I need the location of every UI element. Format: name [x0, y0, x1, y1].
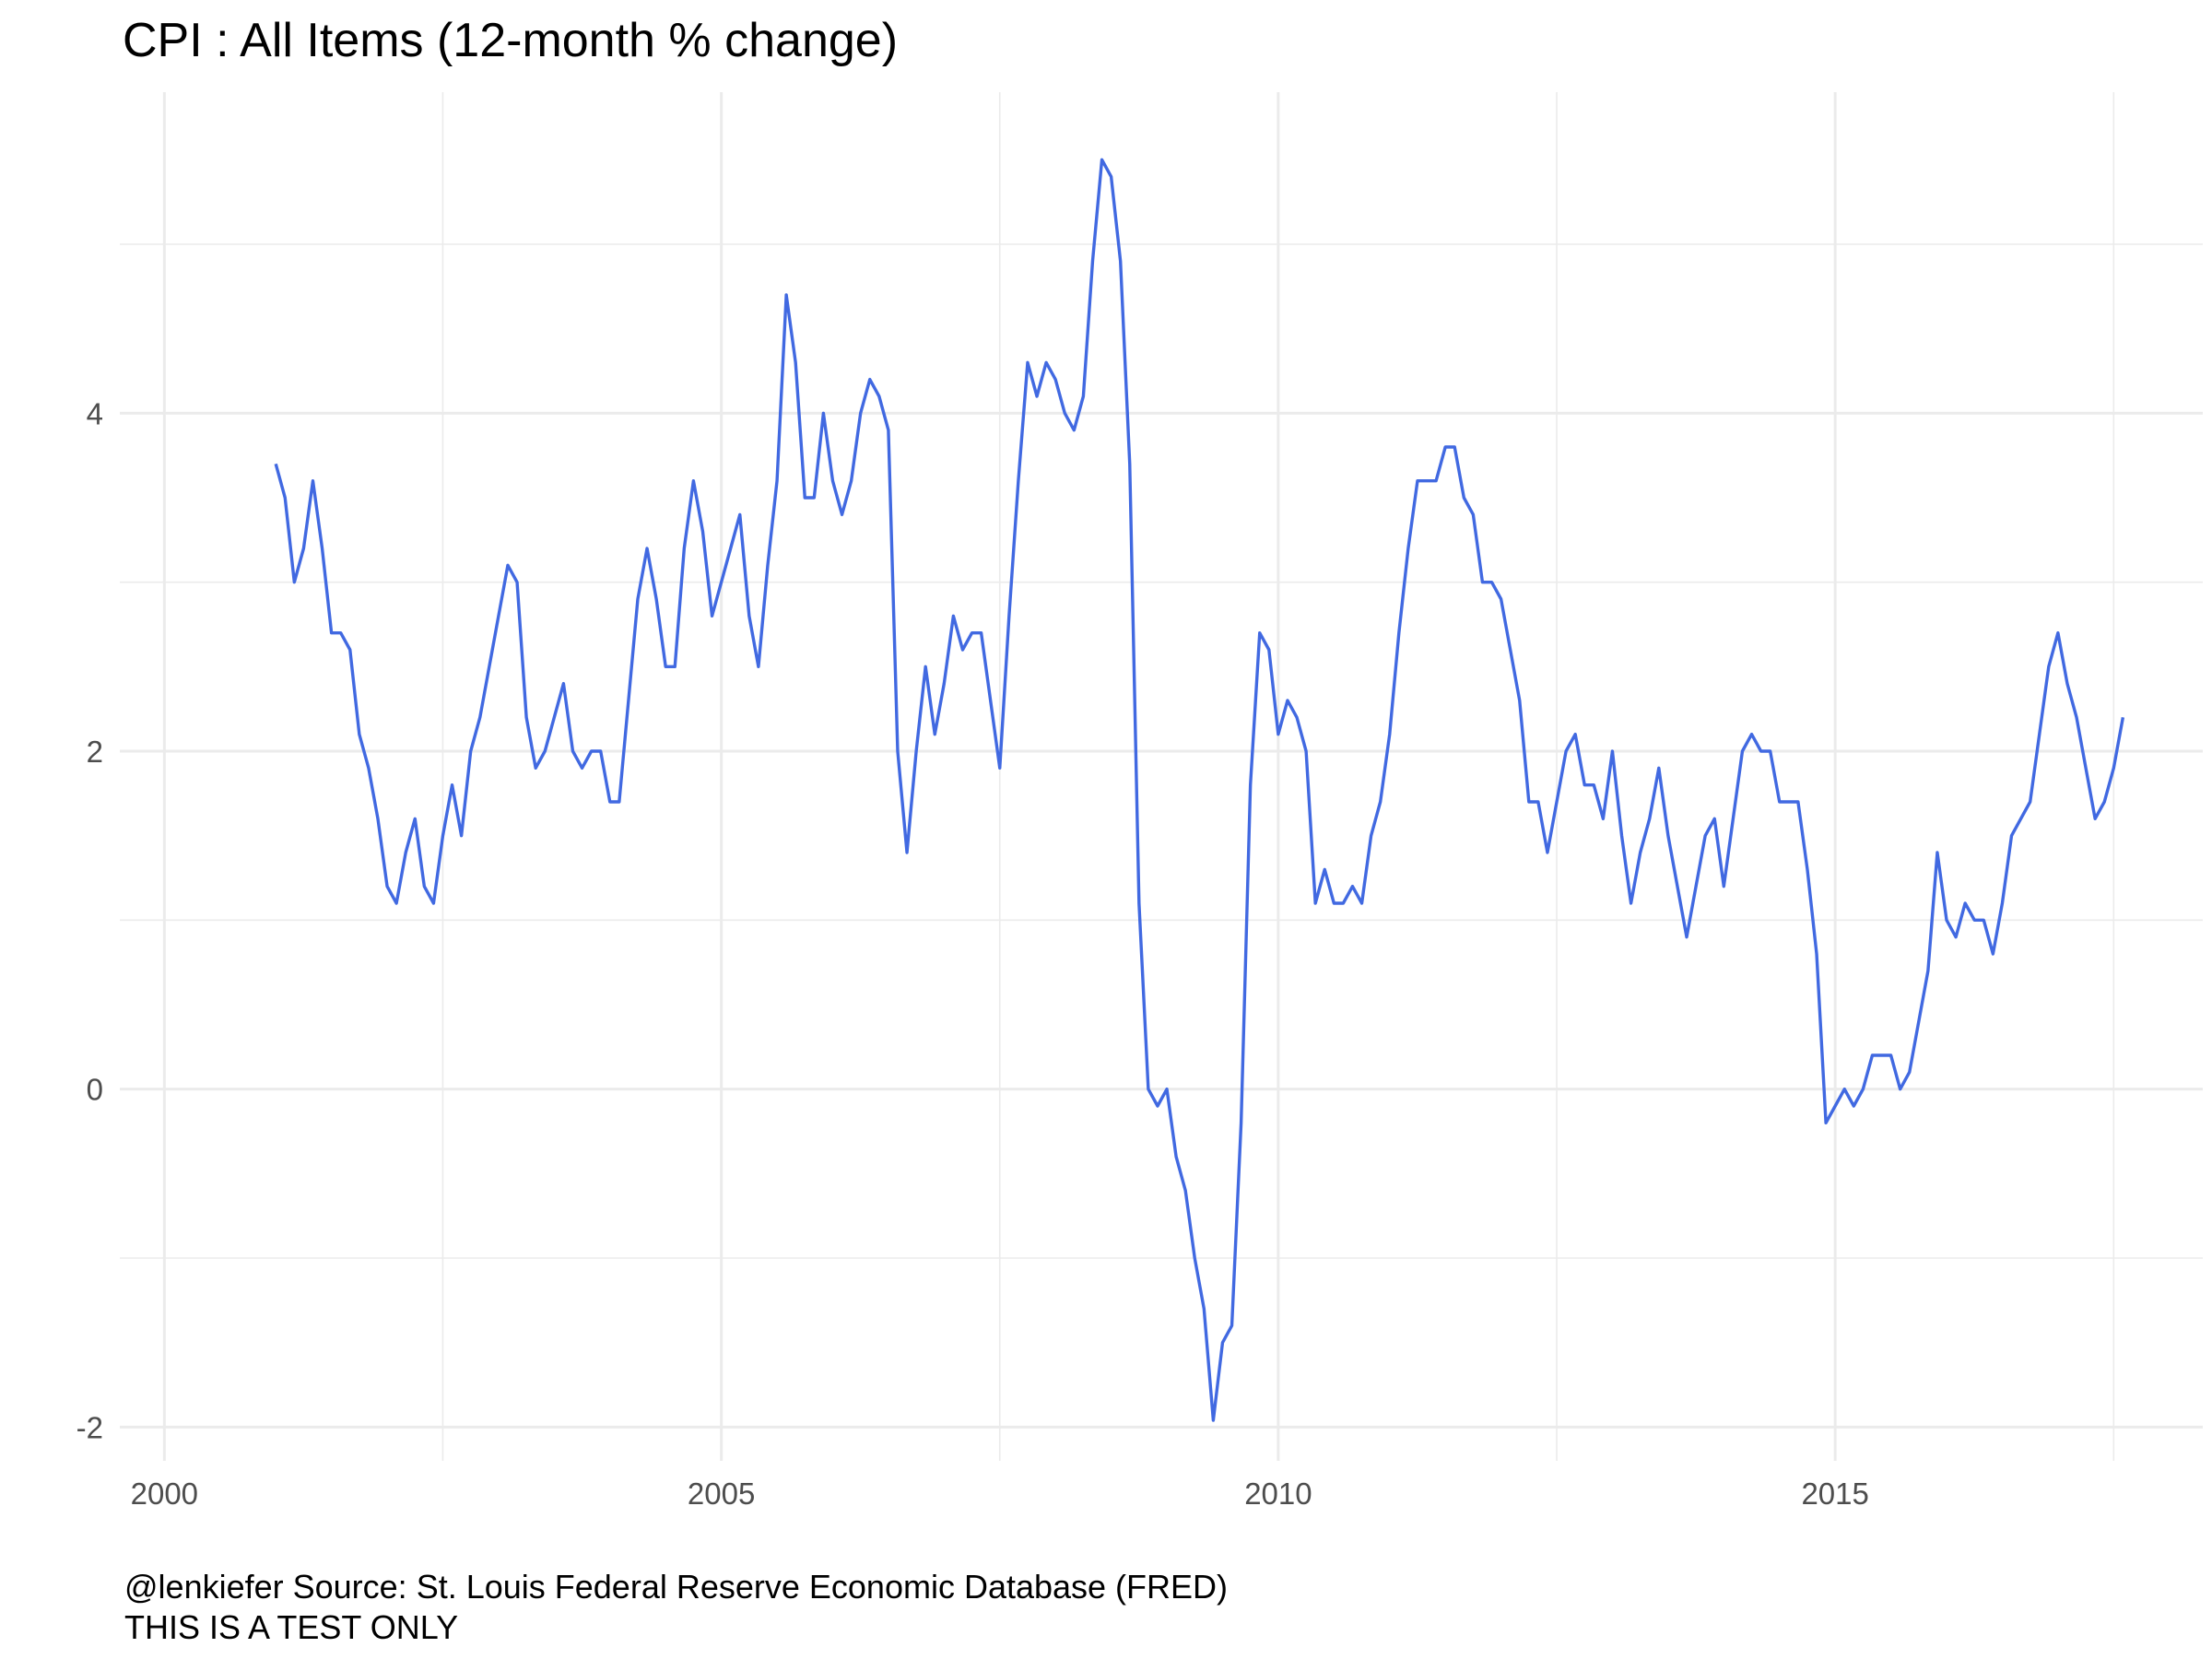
caption: @lenkiefer Source: St. Louis Federal Res… [124, 1567, 1228, 1648]
caption-source: @lenkiefer Source: St. Louis Federal Res… [124, 1568, 1229, 1606]
minor-gridlines [120, 92, 2203, 1461]
series-layer [274, 158, 2125, 1422]
y-axis-tick-labels: -2 0 2 4 [76, 396, 103, 1444]
x-tick-label: 2000 [131, 1477, 198, 1511]
y-tick-label: 4 [87, 396, 103, 430]
series-line [274, 158, 2125, 1422]
y-tick-label: 0 [87, 1073, 103, 1107]
x-tick-label: 2005 [688, 1477, 755, 1511]
major-gridlines [120, 92, 2203, 1461]
x-tick-label: 2010 [1244, 1477, 1312, 1511]
y-tick-label: 2 [87, 735, 103, 769]
y-tick-label: -2 [76, 1410, 103, 1444]
caption-note: THIS IS A TEST ONLY [124, 1608, 459, 1646]
x-tick-label: 2015 [1801, 1477, 1868, 1511]
x-axis-tick-labels: 2000 2005 2010 2015 [131, 1477, 1869, 1511]
chart-title: CPI : All Items (12-month % change) [123, 14, 899, 67]
